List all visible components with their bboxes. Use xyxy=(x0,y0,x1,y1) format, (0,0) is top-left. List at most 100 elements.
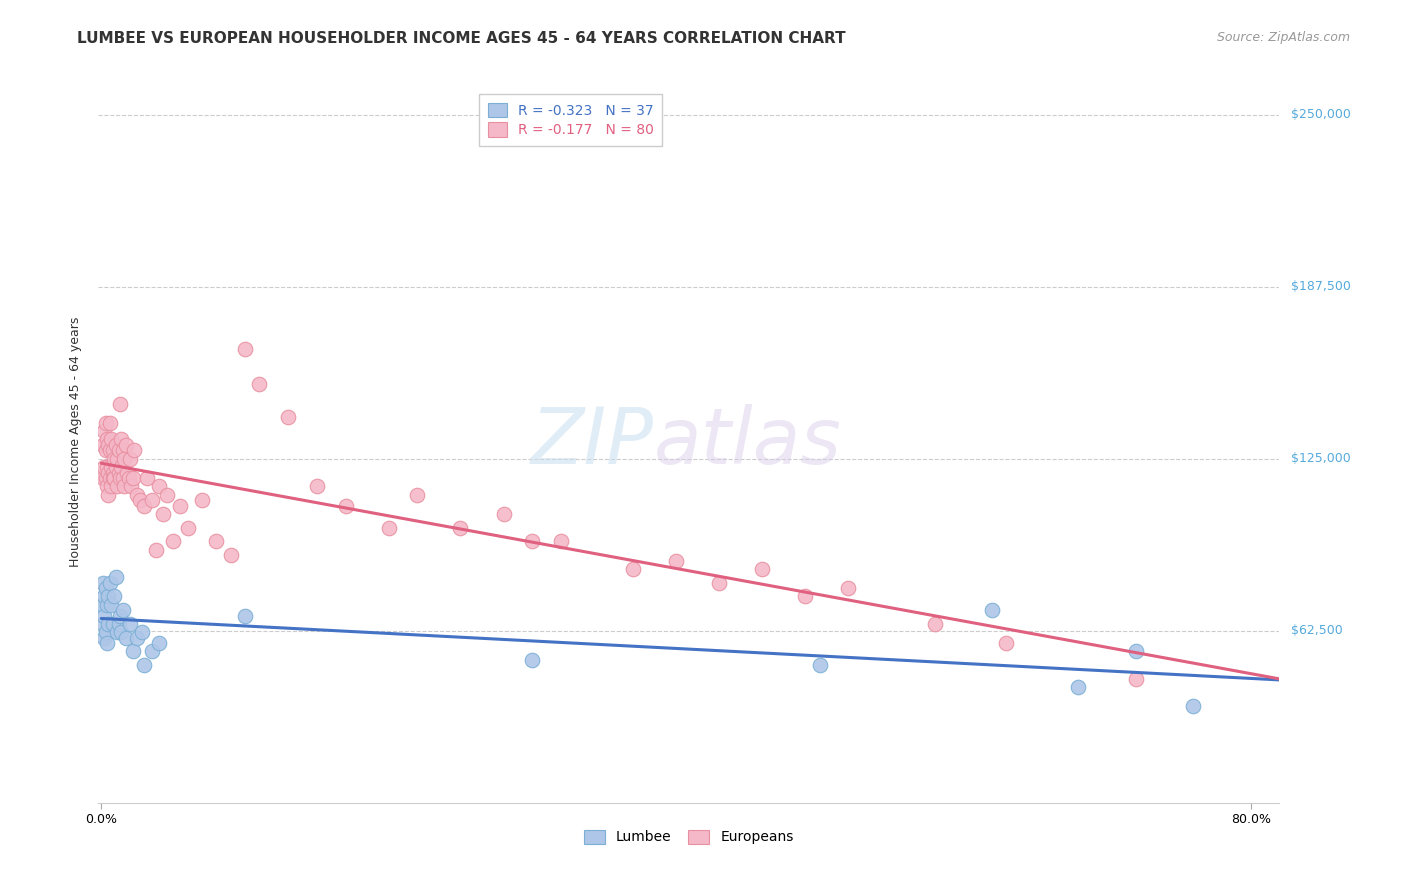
Point xyxy=(107,466,129,480)
Point xyxy=(96,636,118,650)
Point xyxy=(98,471,121,485)
Point xyxy=(837,581,859,595)
Point xyxy=(96,598,118,612)
Point xyxy=(751,562,773,576)
Point xyxy=(136,471,159,485)
Point xyxy=(94,416,117,430)
Text: atlas: atlas xyxy=(654,403,841,480)
Point xyxy=(107,616,129,631)
Point xyxy=(176,520,198,534)
Point xyxy=(152,507,174,521)
Point xyxy=(335,499,357,513)
Point xyxy=(233,342,256,356)
Point xyxy=(100,433,122,447)
Text: $250,000: $250,000 xyxy=(1291,108,1350,121)
Point xyxy=(94,443,117,458)
Point xyxy=(377,520,399,534)
Point xyxy=(145,542,167,557)
Point xyxy=(621,562,644,576)
Text: LUMBEE VS EUROPEAN HOUSEHOLDER INCOME AGES 45 - 64 YEARS CORRELATION CHART: LUMBEE VS EUROPEAN HOUSEHOLDER INCOME AG… xyxy=(77,31,846,46)
Point xyxy=(205,534,228,549)
Point xyxy=(277,410,299,425)
Point xyxy=(1125,672,1147,686)
Point xyxy=(93,460,115,475)
Point xyxy=(110,460,132,475)
Point xyxy=(96,433,118,447)
Point xyxy=(995,636,1018,650)
Text: $187,500: $187,500 xyxy=(1291,280,1350,293)
Point xyxy=(97,438,120,452)
Point xyxy=(162,534,184,549)
Point xyxy=(91,438,114,452)
Point xyxy=(111,443,134,458)
Point xyxy=(233,608,256,623)
Point xyxy=(105,479,128,493)
Point xyxy=(112,479,135,493)
Point xyxy=(148,479,170,493)
Point xyxy=(93,424,115,438)
Point xyxy=(114,631,136,645)
Point xyxy=(94,581,117,595)
Text: Source: ZipAtlas.com: Source: ZipAtlas.com xyxy=(1216,31,1350,45)
Text: ZIP: ZIP xyxy=(530,403,654,480)
Point xyxy=(103,590,125,604)
Point xyxy=(492,507,515,521)
Y-axis label: Householder Income Ages 45 - 64 years: Householder Income Ages 45 - 64 years xyxy=(69,317,83,566)
Point xyxy=(110,433,132,447)
Point xyxy=(305,479,328,493)
Point xyxy=(100,598,122,612)
Text: $62,500: $62,500 xyxy=(1291,624,1343,637)
Point xyxy=(115,466,138,480)
Point xyxy=(110,625,132,640)
Point xyxy=(707,575,730,590)
Point xyxy=(105,625,128,640)
Point xyxy=(101,471,124,485)
Point xyxy=(124,443,146,458)
Point xyxy=(522,534,544,549)
Point xyxy=(118,616,141,631)
Point xyxy=(96,460,118,475)
Point xyxy=(141,493,163,508)
Point xyxy=(101,616,124,631)
Point xyxy=(129,493,152,508)
Point xyxy=(111,471,134,485)
Point xyxy=(108,397,131,411)
Point xyxy=(122,471,145,485)
Point xyxy=(91,575,114,590)
Point xyxy=(105,451,128,466)
Point xyxy=(121,479,143,493)
Point xyxy=(148,636,170,650)
Point xyxy=(134,499,156,513)
Point xyxy=(97,590,120,604)
Point xyxy=(103,451,125,466)
Point xyxy=(91,471,114,485)
Point xyxy=(93,608,115,623)
Point xyxy=(406,487,429,501)
Point xyxy=(808,658,831,673)
Point xyxy=(118,451,141,466)
Point xyxy=(127,631,149,645)
Point xyxy=(97,466,120,480)
Point xyxy=(98,575,121,590)
Point xyxy=(94,471,117,485)
Point xyxy=(114,438,136,452)
Point xyxy=(94,625,117,640)
Point xyxy=(91,616,114,631)
Point xyxy=(97,616,120,631)
Point xyxy=(169,499,191,513)
Point xyxy=(981,603,1004,617)
Point xyxy=(141,644,163,658)
Point xyxy=(134,658,156,673)
Point xyxy=(1067,680,1090,694)
Point xyxy=(96,479,118,493)
Point xyxy=(550,534,572,549)
Point xyxy=(103,471,125,485)
Point xyxy=(97,487,120,501)
Point xyxy=(1125,644,1147,658)
Point xyxy=(122,644,145,658)
Point xyxy=(108,608,131,623)
Point xyxy=(794,590,817,604)
Point xyxy=(93,631,115,645)
Point xyxy=(450,520,472,534)
Point xyxy=(100,479,122,493)
